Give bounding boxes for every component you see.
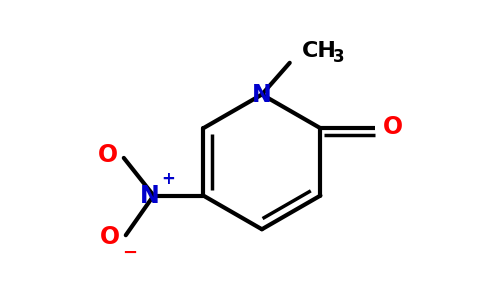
Text: O: O: [383, 115, 403, 139]
Text: O: O: [98, 143, 118, 167]
Text: O: O: [100, 225, 120, 249]
Text: N: N: [252, 82, 272, 106]
Text: +: +: [162, 170, 176, 188]
Text: N: N: [140, 184, 160, 208]
Text: −: −: [122, 244, 137, 262]
Text: CH: CH: [302, 41, 337, 61]
Text: 3: 3: [333, 48, 344, 66]
